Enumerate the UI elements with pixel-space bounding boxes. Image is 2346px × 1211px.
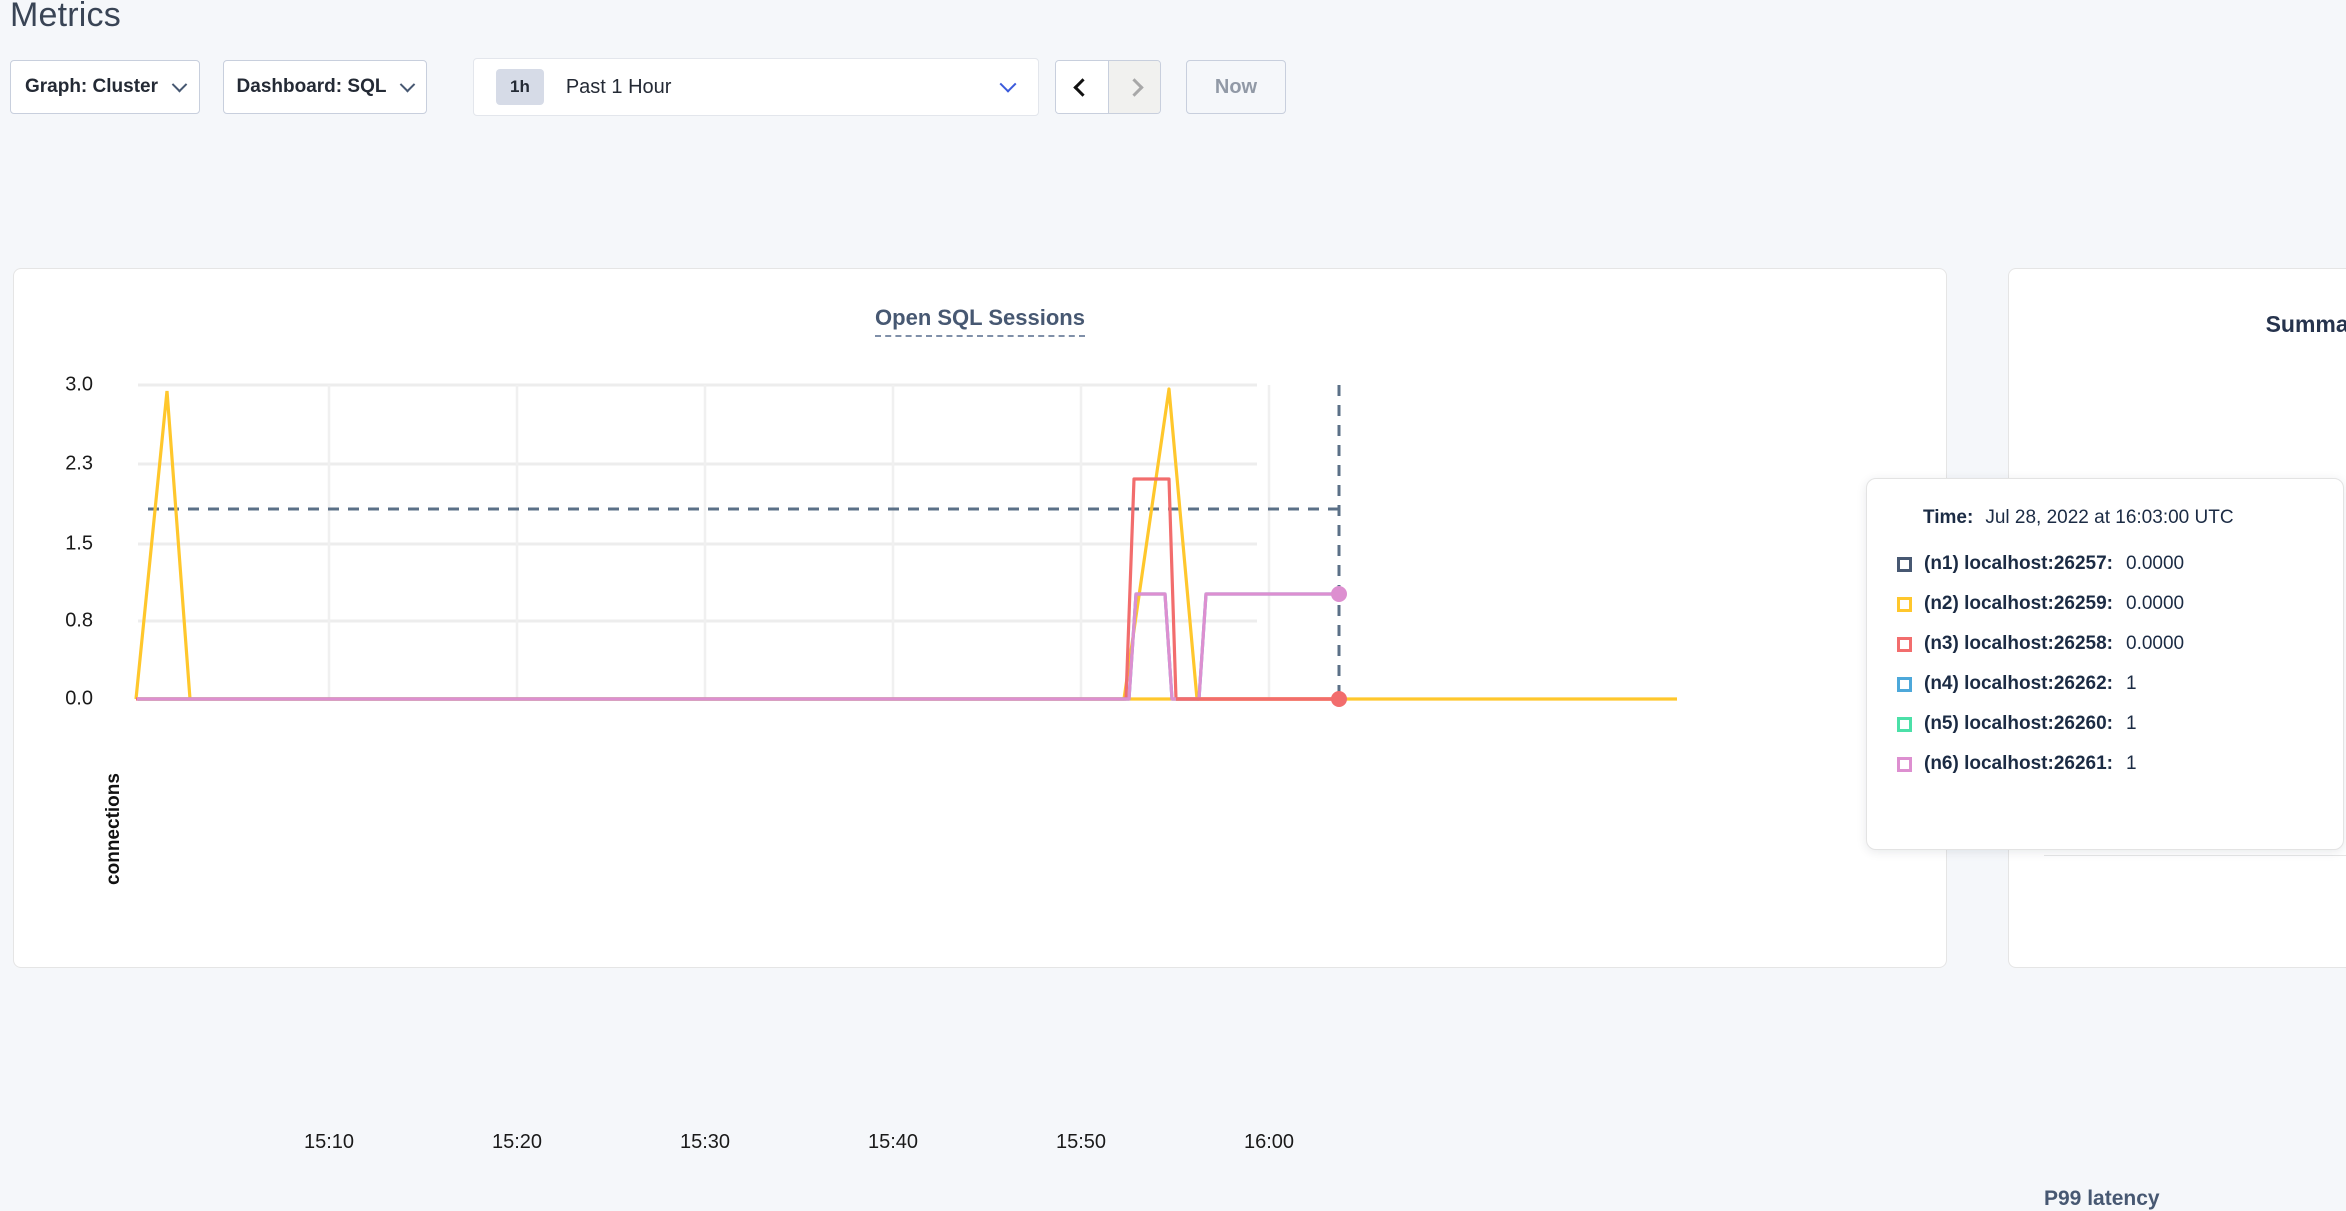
x-tick-label: 15:40 [867, 1131, 919, 1153]
tooltip-series-name: (n6) localhost:26261: [1924, 753, 2113, 774]
x-tick-label: 15:50 [1055, 1131, 1107, 1153]
tooltip-time-row: Time: Jul 28, 2022 at 16:03:00 UTC [1867, 507, 2343, 529]
nav-next-button [1108, 61, 1160, 113]
tooltip-series-row: (n4) localhost:26262: 1 [1867, 668, 2343, 700]
tooltip-series-name: (n2) localhost:26259: [1924, 593, 2113, 614]
summary-title: Summary [2265, 311, 2346, 337]
tooltip-series-row: (n2) localhost:26259: 0.0000 [1867, 588, 2343, 620]
tooltip-series-row: (n1) localhost:26257: 0.0000 [1867, 548, 2343, 580]
tooltip-series-value: 1 [2126, 713, 2137, 734]
p99-latency-label: P99 latency [2044, 1187, 2160, 1210]
series-swatch-icon [1897, 556, 1912, 572]
tooltip-series-name: (n3) localhost:26258: [1924, 633, 2113, 654]
series-swatch-icon [1897, 676, 1912, 692]
y-tick-label: 0.0 [65, 687, 93, 710]
time-range-selector[interactable]: 1h Past 1 Hour [473, 58, 1039, 116]
y-tick-label: 0.8 [65, 609, 93, 632]
tooltip-series-value: 0.0000 [2126, 553, 2185, 574]
x-tick-label: 15:10 [303, 1131, 355, 1153]
y-tick-label: 1.5 [65, 532, 93, 555]
tooltip-series-name: (n4) localhost:26262: [1924, 673, 2113, 694]
time-nav-group [1055, 60, 1161, 114]
chevron-right-icon [1125, 77, 1144, 97]
tooltip-series-value: 0.0000 [2126, 633, 2185, 654]
hover-marker-baseline [1331, 691, 1347, 707]
vertical-gridlines [327, 385, 1271, 699]
series-path-n5 [138, 592, 1339, 701]
x-tick-label: 16:00 [1243, 1131, 1295, 1153]
chevron-down-icon [400, 76, 416, 92]
page-title: Metrics [10, 0, 121, 34]
x-tick-label: 15:30 [679, 1131, 731, 1153]
series-path-n3 [138, 477, 1339, 701]
graph-selector-dropdown[interactable]: Graph: Cluster [10, 60, 200, 114]
chevron-down-icon [999, 75, 1017, 93]
y-tick-label: 2.3 [65, 452, 93, 475]
summary-divider [2044, 855, 2346, 856]
series-line-n2-spike [134, 390, 192, 700]
now-button: Now [1186, 60, 1286, 114]
time-range-badge: 1h [496, 69, 544, 105]
p99-latency-section: P99 latency [2009, 855, 2346, 1210]
series-swatch-icon [1897, 756, 1912, 772]
chart-hover-tooltip: Time: Jul 28, 2022 at 16:03:00 UTC (n1) … [1866, 478, 2344, 850]
dashboard-selector-label: Dashboard: SQL [236, 76, 387, 97]
series-path-n4 [138, 592, 1339, 701]
tooltip-series-value: 1 [2126, 753, 2137, 774]
open-sql-sessions-chart-card: Open SQL Sessions [13, 268, 1948, 1153]
tooltip-time-label: Time: [1923, 507, 1974, 528]
tooltip-series-row: (n5) localhost:26260: 1 [1867, 708, 2343, 740]
chevron-down-icon [171, 76, 188, 92]
series-shapes [138, 387, 1339, 701]
dashboard-selector-dropdown[interactable]: Dashboard: SQL [223, 60, 427, 114]
tooltip-series-name: (n1) localhost:26257: [1924, 553, 2113, 574]
hover-marker-n6 [1331, 586, 1347, 602]
y-axis-label: connections [102, 773, 124, 885]
tooltip-series-value: 1 [2126, 673, 2137, 694]
graph-selector-label: Graph: Cluster [24, 76, 159, 97]
tooltip-series-row: (n6) localhost:26261: 1 [1867, 748, 2343, 780]
series-swatch-icon [1897, 636, 1912, 652]
series-swatch-icon [1897, 596, 1912, 612]
tooltip-series-name: (n5) localhost:26260: [1924, 713, 2113, 734]
tooltip-series-row: (n3) localhost:26258: 0.0000 [1867, 628, 2343, 660]
series-path-n6 [138, 592, 1339, 701]
time-range-label: Past 1 Hour [565, 75, 672, 98]
toolbar: Graph: Cluster Dashboard: SQL 1h Past 1 … [10, 58, 1286, 116]
series-swatch-icon [1897, 716, 1912, 732]
horizontal-gridlines [138, 383, 1257, 701]
nav-previous-button[interactable] [1056, 61, 1108, 113]
chart-plot-area[interactable] [14, 269, 1948, 967]
chevron-left-icon [1072, 77, 1092, 97]
y-tick-label: 3.0 [65, 373, 93, 396]
tooltip-time-value: Jul 28, 2022 at 16:03:00 UTC [1985, 507, 2234, 528]
tooltip-series-value: 0.0000 [2126, 593, 2185, 614]
x-tick-label: 15:20 [491, 1131, 543, 1153]
